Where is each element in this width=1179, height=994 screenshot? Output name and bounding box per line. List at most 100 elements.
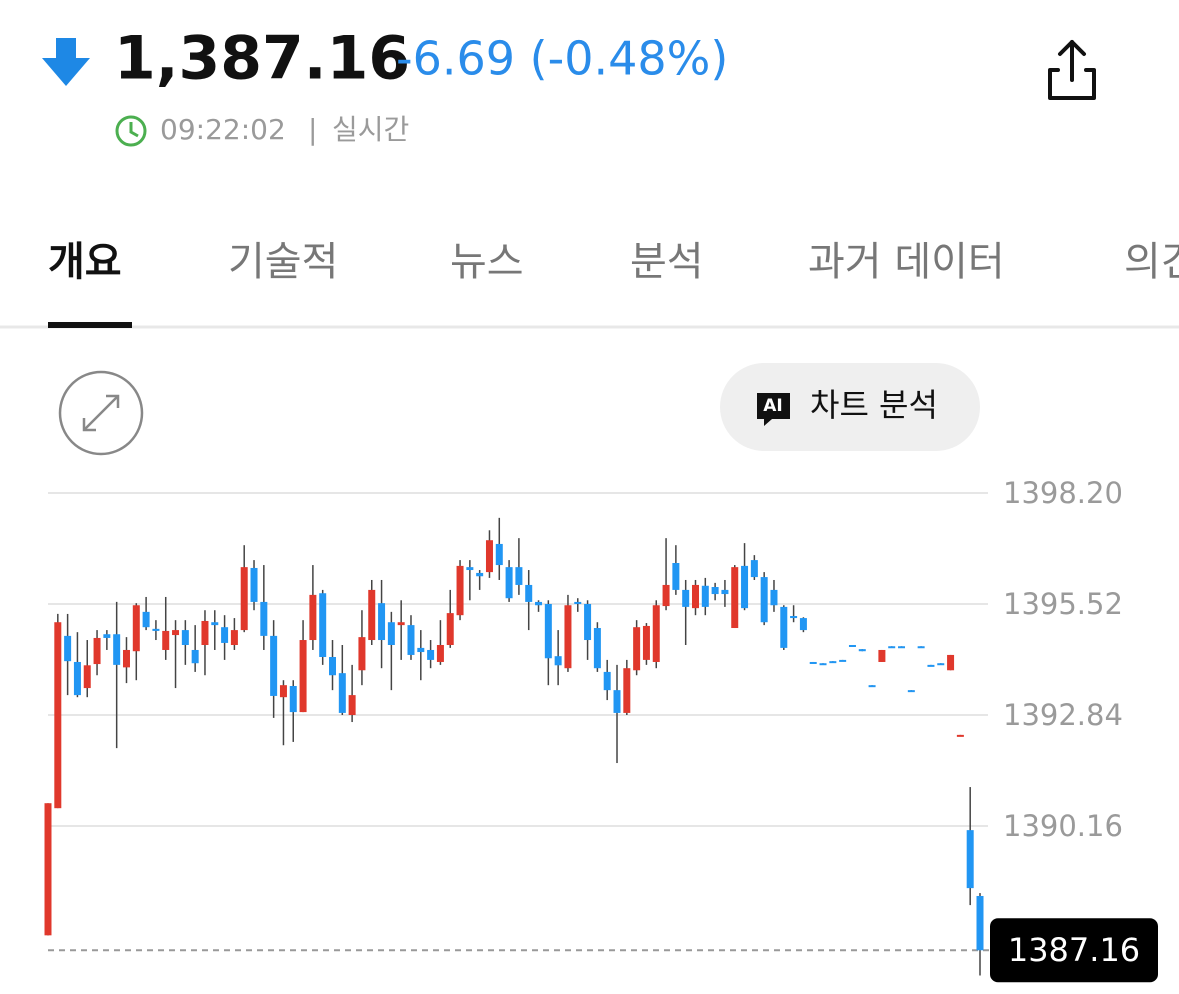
candle-body	[633, 627, 641, 671]
candle-body	[427, 649, 435, 660]
candle-body	[947, 654, 955, 671]
candle-body	[525, 584, 533, 602]
candle-body	[603, 671, 611, 691]
candle-body	[191, 649, 199, 664]
candle-body	[456, 565, 464, 616]
tab[interactable]: 과거 데이터	[808, 239, 1005, 285]
candle-body	[240, 567, 248, 631]
candle-body	[319, 593, 327, 658]
candle-body	[593, 628, 601, 669]
candle-body	[113, 634, 121, 665]
candle-body	[642, 625, 650, 660]
candle-body	[368, 589, 376, 641]
candle-body	[348, 695, 356, 715]
candle-body	[505, 567, 513, 599]
separator: |	[308, 113, 317, 146]
candle-body	[260, 601, 268, 636]
candle-body	[436, 644, 444, 662]
candle-body	[672, 562, 680, 590]
candle-body	[780, 606, 788, 648]
y-tick-label: 1392.84	[1003, 698, 1123, 732]
candle-body	[554, 656, 562, 666]
tab[interactable]: 개요	[48, 239, 122, 285]
candle-body	[898, 646, 906, 649]
candle-body	[93, 637, 101, 665]
candle-body	[966, 830, 974, 889]
price: 1,387.16	[114, 24, 410, 94]
share-button[interactable]	[1048, 40, 1096, 100]
current-price-label: 1387.16	[990, 918, 1158, 983]
candle-body	[446, 613, 454, 645]
candle-body	[907, 690, 915, 693]
candle-body	[44, 803, 52, 936]
down-arrow-icon	[42, 38, 90, 86]
candle-body	[574, 601, 582, 604]
candle-body	[270, 635, 278, 696]
candle-body	[387, 622, 395, 645]
candle-body	[172, 630, 180, 636]
candle-body	[299, 640, 307, 713]
candle-body	[564, 605, 572, 669]
candle-body	[485, 540, 493, 573]
candle-body	[152, 628, 160, 631]
candle-body	[142, 611, 150, 628]
candle-body	[809, 661, 817, 664]
candle-body	[760, 577, 768, 623]
candle-body	[466, 567, 474, 571]
candle-body	[829, 661, 837, 664]
candle-body	[329, 657, 337, 676]
candle-body	[770, 589, 778, 606]
candle-body	[544, 603, 552, 659]
status: 실시간	[332, 113, 409, 146]
candle-body	[691, 584, 699, 609]
candle-body	[976, 895, 984, 951]
candle-body	[64, 635, 72, 662]
candle-body	[868, 685, 876, 688]
candle-body	[858, 649, 866, 652]
candle-body	[358, 637, 366, 671]
candle-body	[878, 649, 886, 662]
current-price-box	[990, 918, 1158, 983]
candle-body	[584, 603, 592, 641]
candle-body	[132, 605, 140, 652]
candle-body	[407, 625, 415, 655]
candle-body	[535, 601, 543, 606]
candle-body	[103, 634, 111, 638]
candle-body	[888, 646, 896, 649]
candle-body	[495, 543, 503, 566]
candle-body	[731, 567, 739, 629]
expand-button[interactable]	[58, 370, 144, 456]
ai-badge: AI	[763, 396, 782, 416]
tab[interactable]: 의견	[1124, 239, 1179, 285]
candle-body	[750, 560, 758, 578]
y-tick-label: 1390.16	[1003, 809, 1123, 843]
tab[interactable]: 뉴스	[450, 239, 524, 285]
candle-body	[73, 661, 81, 696]
candle-body	[83, 665, 91, 689]
candle-body	[927, 664, 935, 667]
candle-body	[201, 620, 209, 645]
tab-bar: 개요 기술적 뉴스 분석 과거 데이터 의견	[48, 239, 1179, 285]
candle-body	[230, 630, 238, 645]
time: 09:22:02	[160, 113, 286, 146]
candle-body	[122, 649, 130, 668]
candle-body	[652, 605, 660, 662]
candle-body	[338, 673, 346, 713]
candlestick-chart: 1398.20 1395.52 1392.84 1390.16 1387.16	[44, 476, 1158, 983]
candle-body	[378, 603, 386, 641]
candle-body	[839, 659, 847, 662]
candle-body	[623, 668, 631, 713]
current-price-text: 1387.16	[1008, 931, 1140, 969]
price-change: -6.69 (-0.48%)	[396, 32, 728, 86]
y-tick-label: 1395.52	[1003, 587, 1123, 621]
candle-body	[741, 565, 749, 609]
candle-body	[309, 594, 317, 641]
candle-body	[956, 734, 964, 737]
tab[interactable]: 분석	[630, 239, 704, 285]
candle-body	[799, 618, 807, 631]
ai-chart-button[interactable]: AI 차트 분석	[720, 363, 980, 451]
tab[interactable]: 기술적	[228, 239, 338, 285]
candle-body	[711, 587, 719, 595]
candle-body	[211, 622, 219, 626]
